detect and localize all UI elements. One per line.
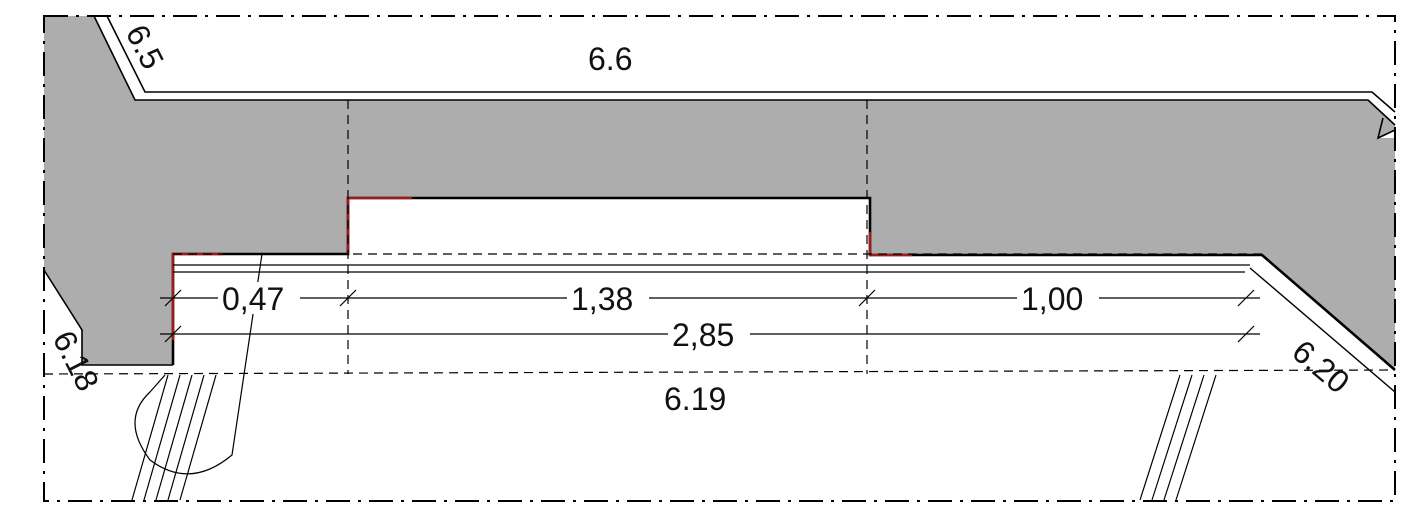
- wall-mass: [44, 16, 1395, 370]
- dim-label-seg-2: 1,38: [571, 281, 633, 317]
- hatch-left: [131, 374, 217, 501]
- dim-bg-3: [1017, 282, 1099, 314]
- label-corner-upper-left: 6.5: [119, 19, 171, 75]
- wall-mass-main: [44, 16, 1395, 370]
- dim-label-total: 2,85: [672, 317, 734, 353]
- label-bottom-room: 6.19: [664, 381, 726, 417]
- dashed-horizontal: [43, 369, 1396, 375]
- dim-label-seg-1: 0,47: [222, 281, 284, 317]
- dim-label-seg-3: 1,00: [1021, 281, 1083, 317]
- lower-left-edge: [43, 269, 173, 366]
- wall-outlines: [43, 15, 1396, 366]
- tick-1: [164, 289, 182, 307]
- label-top-room: 6.6: [588, 41, 632, 77]
- drawing-border: [43, 15, 1396, 502]
- tick-2: [339, 289, 357, 307]
- dim-bg-1: [218, 282, 300, 314]
- right-notch: [1376, 117, 1396, 140]
- accent-right: [868, 232, 912, 257]
- accent-mid: [346, 196, 412, 254]
- right-sloped-edge-inner: [1249, 267, 1396, 393]
- tick-4: [1237, 289, 1255, 307]
- tick-6: [1237, 325, 1255, 343]
- tick-3: [858, 289, 876, 307]
- label-lower-right: 6.20: [1286, 333, 1357, 401]
- dashed-guides: [43, 100, 1396, 375]
- dim-bg-2: [567, 282, 649, 314]
- drain-shape: [134, 253, 263, 475]
- hatch-right: [1139, 374, 1217, 501]
- hatching: [131, 253, 1217, 501]
- slab-lines: [173, 264, 1250, 273]
- top-wall-inner: [106, 15, 1396, 113]
- top-wall-outer: [93, 15, 1396, 126]
- dim-bg-total: [668, 318, 750, 350]
- tick-5: [164, 325, 182, 343]
